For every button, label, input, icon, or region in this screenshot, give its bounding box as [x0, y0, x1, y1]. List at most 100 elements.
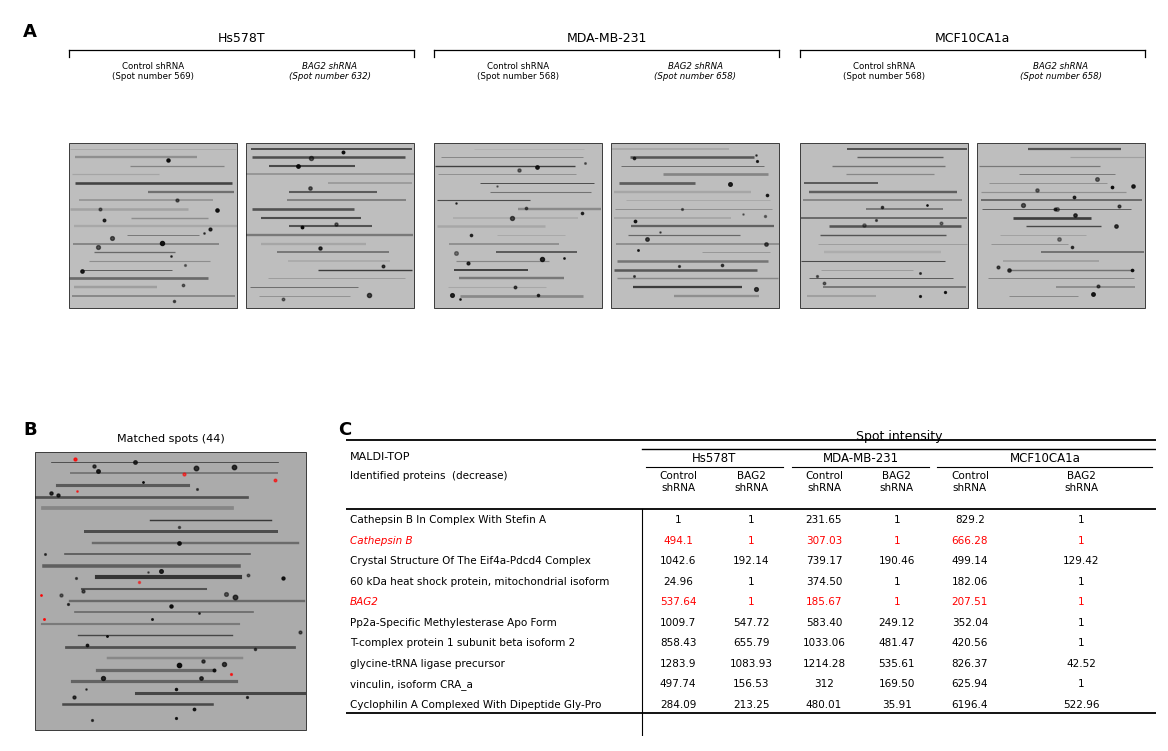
Text: 499.14: 499.14: [952, 556, 988, 566]
Text: MCF10CA1a: MCF10CA1a: [934, 32, 1010, 44]
Bar: [611, 143, 779, 308]
Text: BAG2
shRNA: BAG2 shRNA: [734, 472, 769, 493]
Text: 666.28: 666.28: [952, 536, 988, 546]
Text: B: B: [23, 421, 37, 439]
Text: Matched spots (44): Matched spots (44): [117, 433, 224, 444]
Text: 1: 1: [894, 536, 901, 546]
Text: 858.43: 858.43: [660, 638, 696, 648]
Text: Control
shRNA: Control shRNA: [659, 472, 697, 493]
Text: MDA-MB-231: MDA-MB-231: [566, 32, 647, 44]
Text: 655.79: 655.79: [732, 638, 770, 648]
Text: 537.64: 537.64: [660, 597, 696, 608]
Bar: [245, 143, 413, 308]
Text: 1: 1: [1078, 679, 1085, 689]
Text: 312: 312: [814, 679, 834, 689]
Text: 374.50: 374.50: [806, 577, 842, 587]
Text: 1: 1: [894, 515, 901, 526]
Text: 1214.28: 1214.28: [802, 659, 846, 669]
Text: 1: 1: [748, 597, 755, 608]
Text: BAG2: BAG2: [349, 597, 378, 608]
Text: 1033.06: 1033.06: [802, 638, 846, 648]
Text: Cathepsin B: Cathepsin B: [349, 536, 412, 546]
Text: 1: 1: [748, 536, 755, 546]
Text: BAG2
shRNA: BAG2 shRNA: [880, 472, 915, 493]
Text: Cathepsin B In Complex With Stefin A: Cathepsin B In Complex With Stefin A: [349, 515, 545, 526]
Text: 35.91: 35.91: [882, 700, 912, 710]
Text: 190.46: 190.46: [878, 556, 915, 566]
Text: 1: 1: [1078, 515, 1085, 526]
Text: 494.1: 494.1: [663, 536, 693, 546]
Text: 1: 1: [748, 515, 755, 526]
Text: 497.74: 497.74: [660, 679, 696, 689]
Text: 1042.6: 1042.6: [660, 556, 696, 566]
Text: 535.61: 535.61: [878, 659, 916, 669]
Text: 1: 1: [1078, 638, 1085, 648]
Text: Control shRNA
(Spot number 568): Control shRNA (Spot number 568): [843, 62, 925, 81]
Text: 1009.7: 1009.7: [660, 618, 696, 628]
Text: 1: 1: [1078, 597, 1085, 608]
Text: 1: 1: [1078, 577, 1085, 587]
Text: MDA-MB-231: MDA-MB-231: [822, 452, 898, 466]
Text: Hs578T: Hs578T: [693, 452, 737, 466]
Text: Control
shRNA: Control shRNA: [805, 472, 843, 493]
Text: 480.01: 480.01: [806, 700, 842, 710]
Text: 213.25: 213.25: [732, 700, 770, 710]
Text: 1: 1: [894, 577, 901, 587]
Text: 522.96: 522.96: [1063, 700, 1099, 710]
Bar: [35, 452, 306, 730]
Text: 352.04: 352.04: [952, 618, 988, 628]
Text: 182.06: 182.06: [952, 577, 988, 587]
Text: 169.50: 169.50: [878, 679, 915, 689]
Bar: [69, 143, 237, 308]
Text: 583.40: 583.40: [806, 618, 842, 628]
Text: MALDI-TOP: MALDI-TOP: [349, 452, 410, 463]
Text: 1: 1: [675, 515, 681, 526]
Text: BAG2
shRNA: BAG2 shRNA: [1064, 472, 1098, 493]
Text: 284.09: 284.09: [660, 700, 696, 710]
Text: 24.96: 24.96: [663, 577, 693, 587]
Text: 156.53: 156.53: [732, 679, 770, 689]
Text: 547.72: 547.72: [732, 618, 770, 628]
Text: 1083.93: 1083.93: [730, 659, 772, 669]
Text: C: C: [338, 421, 350, 439]
Bar: [800, 143, 968, 308]
Text: 739.17: 739.17: [806, 556, 842, 566]
Text: 231.65: 231.65: [806, 515, 842, 526]
Text: MCF10CA1a: MCF10CA1a: [1009, 452, 1080, 466]
Bar: [976, 143, 1145, 308]
Text: Control
shRNA: Control shRNA: [951, 472, 989, 493]
Text: 829.2: 829.2: [955, 515, 985, 526]
Text: 129.42: 129.42: [1063, 556, 1099, 566]
Bar: [434, 143, 603, 308]
Text: 481.47: 481.47: [878, 638, 916, 648]
Text: 1: 1: [1078, 536, 1085, 546]
Text: 207.51: 207.51: [952, 597, 988, 608]
Text: 249.12: 249.12: [878, 618, 916, 628]
Text: BAG2 shRNA
(Spot number 632): BAG2 shRNA (Spot number 632): [288, 62, 370, 81]
Text: 826.37: 826.37: [952, 659, 988, 669]
Text: 1: 1: [748, 577, 755, 587]
Text: Cyclophilin A Complexed With Dipeptide Gly-Pro: Cyclophilin A Complexed With Dipeptide G…: [349, 700, 602, 710]
Text: T-complex protein 1 subunit beta isoform 2: T-complex protein 1 subunit beta isoform…: [349, 638, 575, 648]
Text: 185.67: 185.67: [806, 597, 842, 608]
Text: Hs578T: Hs578T: [217, 32, 265, 44]
Text: Control shRNA
(Spot number 568): Control shRNA (Spot number 568): [478, 62, 559, 81]
Text: 6196.4: 6196.4: [952, 700, 988, 710]
Text: Pp2a-Specific Methylesterase Apo Form: Pp2a-Specific Methylesterase Apo Form: [349, 618, 556, 628]
Text: 625.94: 625.94: [952, 679, 988, 689]
Text: BAG2 shRNA
(Spot number 658): BAG2 shRNA (Spot number 658): [1020, 62, 1101, 81]
Text: 307.03: 307.03: [806, 536, 842, 546]
Text: glycine-tRNA ligase precursor: glycine-tRNA ligase precursor: [349, 659, 505, 669]
Text: 1: 1: [1078, 618, 1085, 628]
Text: Spot intensity: Spot intensity: [856, 430, 943, 443]
Text: 1: 1: [894, 597, 901, 608]
Text: 42.52: 42.52: [1066, 659, 1097, 669]
Text: Crystal Structure Of The Eif4a-Pdcd4 Complex: Crystal Structure Of The Eif4a-Pdcd4 Com…: [349, 556, 591, 566]
Text: A: A: [23, 23, 37, 41]
Text: vinculin, isoform CRA_a: vinculin, isoform CRA_a: [349, 679, 473, 690]
Text: 60 kDa heat shock protein, mitochondrial isoform: 60 kDa heat shock protein, mitochondrial…: [349, 577, 610, 587]
Text: Identified proteins  (decrease): Identified proteins (decrease): [349, 472, 507, 481]
Text: 1283.9: 1283.9: [660, 659, 696, 669]
Text: 192.14: 192.14: [732, 556, 770, 566]
Text: BAG2 shRNA
(Spot number 658): BAG2 shRNA (Spot number 658): [654, 62, 736, 81]
